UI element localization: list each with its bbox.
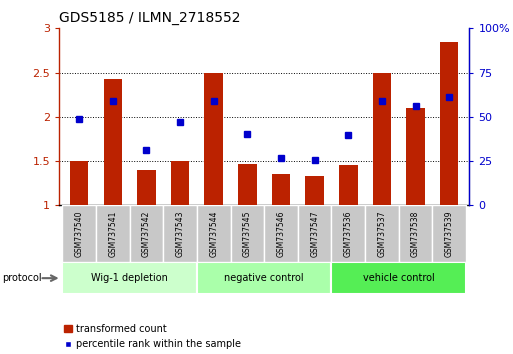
Text: GSM737543: GSM737543	[175, 210, 185, 257]
Bar	[298, 205, 331, 262]
Bar	[70, 161, 88, 205]
Bar	[137, 170, 156, 205]
Text: GSM737545: GSM737545	[243, 210, 252, 257]
Bar	[197, 262, 331, 294]
Bar	[440, 42, 459, 205]
Text: GSM737541: GSM737541	[108, 210, 117, 257]
Text: negative control: negative control	[224, 273, 304, 283]
Bar	[171, 161, 189, 205]
Bar	[63, 205, 96, 262]
Legend: transformed count, percentile rank within the sample: transformed count, percentile rank withi…	[64, 324, 241, 349]
Bar	[406, 108, 425, 205]
Bar	[63, 262, 197, 294]
Text: vehicle control: vehicle control	[363, 273, 435, 283]
Bar	[365, 205, 399, 262]
Bar	[272, 175, 290, 205]
Bar	[339, 166, 358, 205]
Text: GSM737547: GSM737547	[310, 210, 319, 257]
Bar	[331, 262, 466, 294]
Bar	[264, 205, 298, 262]
Text: GSM737546: GSM737546	[277, 210, 286, 257]
Text: GSM737537: GSM737537	[378, 210, 386, 257]
Text: GSM737538: GSM737538	[411, 210, 420, 257]
Text: GSM737542: GSM737542	[142, 210, 151, 257]
Text: GDS5185 / ILMN_2718552: GDS5185 / ILMN_2718552	[59, 11, 241, 24]
Bar	[399, 205, 432, 262]
Text: protocol: protocol	[3, 273, 42, 283]
Bar	[197, 205, 230, 262]
Text: GSM737544: GSM737544	[209, 210, 218, 257]
Bar	[130, 205, 163, 262]
Bar	[238, 164, 256, 205]
Text: GSM737536: GSM737536	[344, 210, 353, 257]
Bar	[163, 205, 197, 262]
Bar	[205, 73, 223, 205]
Bar	[305, 176, 324, 205]
Text: GSM737539: GSM737539	[445, 210, 453, 257]
Text: GSM737540: GSM737540	[75, 210, 84, 257]
Bar	[432, 205, 466, 262]
Bar	[331, 205, 365, 262]
Bar	[372, 73, 391, 205]
Bar	[104, 79, 122, 205]
Bar	[230, 205, 264, 262]
Text: Wig-1 depletion: Wig-1 depletion	[91, 273, 168, 283]
Bar	[96, 205, 130, 262]
